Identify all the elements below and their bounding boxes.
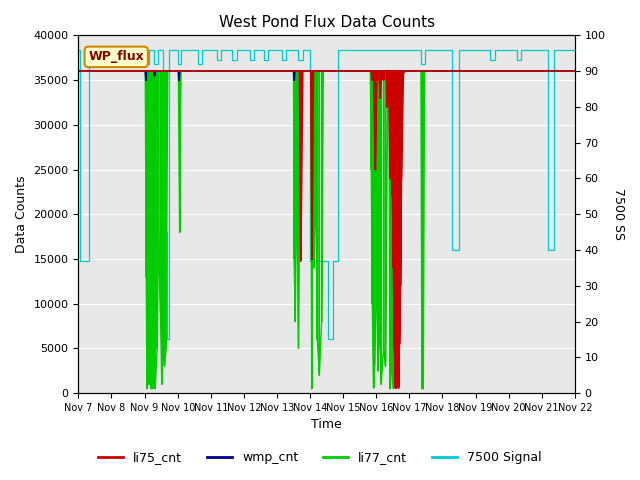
Title: West Pond Flux Data Counts: West Pond Flux Data Counts (218, 15, 435, 30)
Y-axis label: Data Counts: Data Counts (15, 176, 28, 253)
Legend: li75_cnt, wmp_cnt, li77_cnt, 7500 Signal: li75_cnt, wmp_cnt, li77_cnt, 7500 Signal (93, 446, 547, 469)
Text: WP_flux: WP_flux (88, 50, 144, 63)
X-axis label: Time: Time (311, 419, 342, 432)
Y-axis label: 7500 SS: 7500 SS (612, 188, 625, 240)
